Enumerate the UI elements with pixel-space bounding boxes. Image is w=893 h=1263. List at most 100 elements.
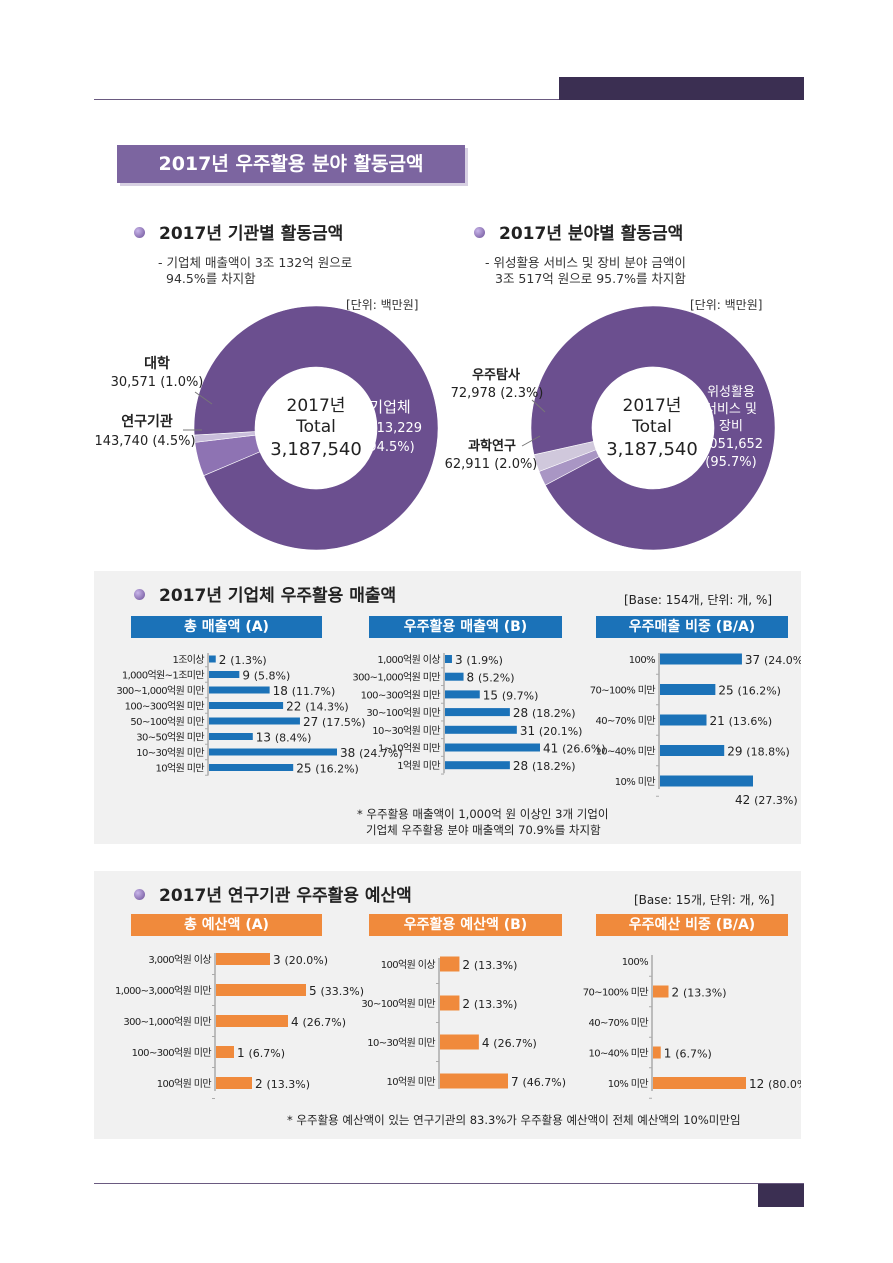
sales-chart-ratio-title: 우주매출 비중 (B/A): [596, 616, 788, 638]
bar-value-label: 1 (6.7%): [237, 1046, 285, 1060]
bar-value-label: 25 (16.2%): [296, 762, 359, 776]
bar-pct: (80.0%): [768, 1078, 801, 1091]
bar-category-label: 300~1,000억원 미만: [123, 1016, 211, 1028]
bar-category-label: 10~40% 미만: [588, 1048, 648, 1060]
bar-value-label: 28 (18.2%): [513, 759, 576, 773]
donut-right-explore-leader: [531, 399, 546, 413]
donut-hole: [256, 368, 376, 488]
bar-pct: (26.6%): [562, 743, 606, 756]
bar-value-label: 22 (14.3%): [286, 700, 349, 714]
bar-pct: (13.3%): [474, 959, 518, 972]
bar-value-label: 28 (18.2%): [513, 706, 576, 720]
bar-count: 28: [513, 759, 532, 773]
donut-right-main-pct: (95.7%): [705, 455, 756, 470]
bar-count: 3: [455, 653, 466, 667]
bar-pct: (6.7%): [248, 1047, 285, 1060]
bar-pct: (16.2%): [315, 763, 359, 776]
bar-category-label: 10~40% 미만: [595, 746, 655, 758]
bar-category-label: 100~300억원 미만: [125, 701, 205, 713]
sales-base: [Base: 154개, 단위: 개, %]: [624, 593, 773, 607]
bar-category-label: 10~30억원 미만: [367, 1037, 435, 1049]
bar-count: 15: [483, 688, 502, 702]
donut-right-explore-value: 72,978 (2.3%): [451, 386, 544, 401]
bar-category-label: 30~100억원 미만: [366, 707, 440, 719]
bar-value-label: 5 (33.3%): [309, 984, 364, 998]
donut-left-note-1: - 기업체 매출액이 3조 132억 원으로: [158, 255, 353, 270]
bar-pct: (20.0%): [284, 954, 328, 967]
bar: [216, 953, 270, 965]
bar-count: 2: [219, 653, 230, 667]
bar-pct: (18.8%): [746, 746, 790, 759]
bar-pct: (1.3%): [230, 654, 267, 667]
bar-count: 38: [340, 746, 359, 760]
budget-heading-text: 2017년 연구기관 우주활용 예산액: [159, 886, 412, 906]
donut-left-heading-text: 2017년 기관별 활동금액: [159, 224, 344, 244]
donut-left-main-value: 3,013,229: [356, 421, 422, 436]
bar: [445, 708, 510, 717]
bar-pct: (8.4%): [275, 732, 312, 745]
donut-left-center-year: 2017년: [287, 396, 346, 416]
bar: [440, 995, 460, 1011]
bar-value-label: 4 (26.7%): [291, 1015, 346, 1029]
bar-pct: (5.8%): [254, 670, 291, 683]
donut-left-main-pct: (94.5%): [363, 440, 414, 455]
bar-count: 31: [520, 724, 539, 738]
bar-count: 5: [309, 984, 320, 998]
bar-pct: (24.0%): [764, 654, 801, 667]
bar-pct: (13.3%): [474, 998, 518, 1011]
budget-heading: 2017년 연구기관 우주활용 예산액: [134, 881, 412, 906]
footer-bar: [758, 1184, 804, 1207]
bar: [209, 764, 294, 771]
budget-footnote: * 우주활용 예산액이 있는 연구기관의 83.3%가 우주활용 예산액이 전체…: [287, 1113, 741, 1127]
donut-left-heading: 2017년 기관별 활동금액: [134, 219, 343, 244]
donut-left-note-2: 94.5%를 차지함: [166, 271, 256, 286]
sales-chart-b-title: 우주활용 매출액 (B): [369, 616, 562, 638]
bar: [440, 1073, 508, 1089]
bar: [445, 725, 517, 734]
donut-left-univ-value: 30,571 (1.0%): [111, 375, 204, 390]
donut-left-center-label: Total: [295, 417, 336, 437]
bar-count: 21: [710, 714, 729, 728]
bar-pct: (27.3%): [754, 794, 798, 807]
donut-right-center-label: Total: [631, 417, 672, 437]
bar-value-label: 3 (1.9%): [455, 653, 503, 667]
bar-pct: (33.3%): [320, 985, 364, 998]
donut-left-univ-leader: [194, 391, 213, 405]
bar-count: 27: [303, 715, 322, 729]
bar-value-label: 21 (13.6%): [710, 714, 773, 728]
bar: [660, 684, 716, 695]
donut-right-science-leader: [521, 435, 541, 447]
donut-left-unit: [단위: 백만원]: [346, 298, 419, 312]
bar-value-label: 9 (5.8%): [242, 669, 290, 683]
bar-category-label: 1,000억원 이상: [377, 654, 440, 666]
bar-category-label: 10억원 미만: [155, 763, 204, 775]
bar-count: 9: [242, 669, 253, 683]
bar-count: 7: [511, 1075, 522, 1089]
donut-right-heading-text: 2017년 분야별 활동금액: [499, 224, 684, 244]
bar-pct: (1.9%): [466, 654, 503, 667]
bar: [216, 1077, 252, 1089]
bar-category-label: 70~100% 미만: [583, 987, 649, 999]
bar-count: 1: [237, 1046, 248, 1060]
donut-right-unit: [단위: 백만원]: [690, 298, 763, 312]
budget-chart-ratio: 100% 70~100% 미만 2 (13.3%) 40~70% 미만 10~40% 미…: [583, 955, 801, 1099]
bar: [445, 690, 480, 699]
bar: [445, 672, 464, 681]
donut-right-science-name: 과학연구: [468, 438, 516, 454]
bar-category-label: 300~1,000억원 미만: [116, 685, 204, 697]
bar-pct: (14.3%): [305, 701, 349, 714]
bar-value-label: 2 (13.3%): [672, 986, 727, 1000]
bar-value-label: 4 (26.7%): [482, 1036, 537, 1050]
donut-left-univ-name: 대학: [144, 356, 170, 372]
bar-category-label: 10~30억원 미만: [136, 747, 204, 759]
bar: [660, 775, 753, 787]
bar-value-label: 42 (27.3%): [735, 793, 798, 807]
bar-count: 25: [296, 762, 315, 776]
donut-right-note-1: - 위성활용 서비스 및 장비 분야 금액이: [485, 255, 686, 270]
budget-bar-charts: 3,000억원 이상 3 (20.0%) 1,000~3,000억원 미만 5 (33…: [115, 953, 801, 1099]
donut-right-explore-name: 우주탐사: [472, 367, 520, 383]
bar-pct: (6.7%): [675, 1048, 712, 1061]
bar-category-label: 1~10억원 미만: [378, 743, 440, 755]
bar-pct: (17.5%): [322, 716, 366, 729]
bar-category-label: 100억원 미만: [157, 1078, 212, 1090]
